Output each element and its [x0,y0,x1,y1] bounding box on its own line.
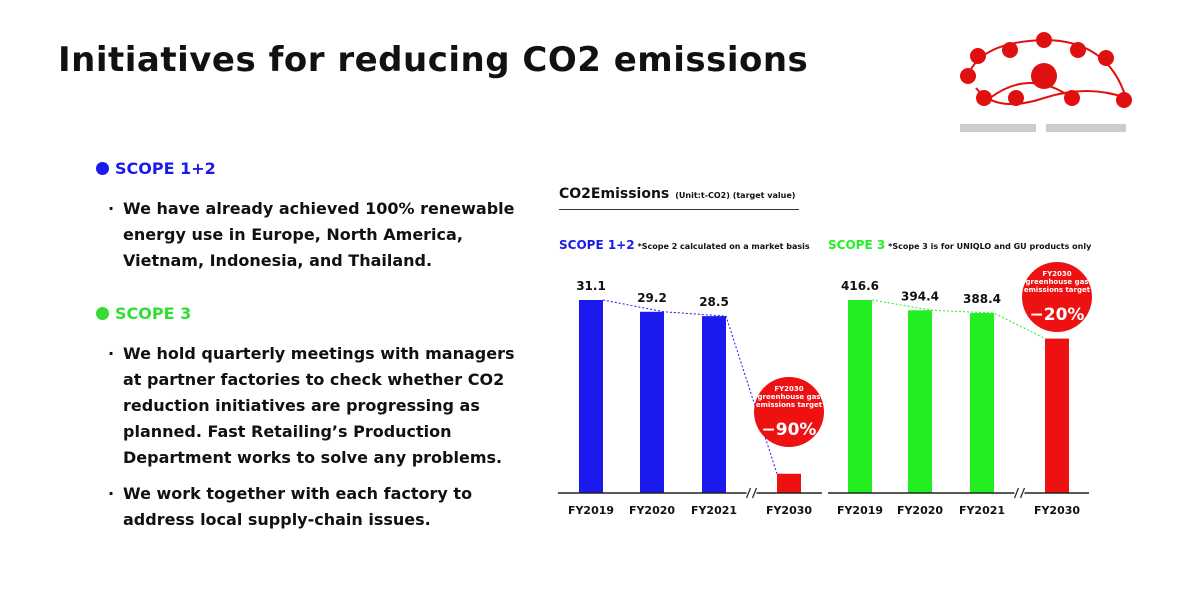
list-item: We hold quarterly meetings with managers… [108,341,533,471]
x-tick-label: FY2030 [1034,504,1080,517]
chart-bar [970,313,994,493]
x-tick-label: FY2030 [766,504,812,517]
scope3-chart-title: SCOPE 3 [828,238,886,252]
target-badge-value: −20% [1030,305,1085,325]
target-badge-caption: FY2030 [1042,270,1071,278]
x-tick-label: FY2021 [959,504,1005,517]
data-label: 31.1 [576,279,606,293]
scope12-bullets: We have already achieved 100% renewable … [108,196,528,284]
data-label: 416.6 [841,279,879,293]
scope3-chart-subtitle: SCOPE 3 *Scope 3 is for UNIQLO and GU pro… [828,238,1091,252]
chart-bar [702,316,726,493]
data-label: 29.2 [637,291,667,305]
target-badge-caption: greenhouse gas [1026,278,1089,286]
green-dot-icon [96,307,109,320]
data-label: 388.4 [963,292,1001,306]
chart-bar [848,300,872,493]
circulation-logo-icon [960,32,1132,132]
axis-break-mark [1019,487,1026,499]
x-tick-label: FY2020 [897,504,943,517]
trend-line [871,299,1046,340]
scope12-heading: SCOPE 1+2 [96,159,216,178]
scope12-chart-subtitle: SCOPE 1+2 *Scope 2 calculated on a market… [559,238,810,252]
scope3-heading: SCOPE 3 [96,304,191,323]
x-tick-label: FY2019 [837,504,883,517]
charts-unit-label: (Unit:t-CO2) (target value) [675,191,796,200]
scope12-chart-title: SCOPE 1+2 [559,238,635,252]
target-badge [1022,262,1092,332]
scope12-heading-label: SCOPE 1+2 [115,159,216,178]
list-item: We have already achieved 100% renewable … [108,196,528,274]
target-badge-caption: FY2030 [774,385,803,393]
target-badge-caption: emissions target [1024,286,1091,294]
target-badge-value: −90% [762,420,817,440]
target-badge-caption: greenhouse gas [758,393,821,401]
chart-bar [640,311,664,493]
x-tick-label: FY2021 [691,504,737,517]
scope12-chart-note: *Scope 2 calculated on a market basis [637,242,810,251]
charts-title-label: CO2Emissions [559,186,670,202]
target-badge-caption: emissions target [756,401,823,409]
charts-title-underline [559,209,799,210]
chart-bar [1045,338,1069,493]
axis-break-gap [746,487,757,499]
axis-break-mark [751,487,758,499]
data-label: 394.4 [901,289,939,303]
scope3-bullets: We hold quarterly meetings with managers… [108,341,533,543]
scope3-heading-label: SCOPE 3 [115,304,192,323]
chart-bar [579,300,603,493]
charts-title: CO2Emissions (Unit:t-CO2) (target value) [559,186,795,202]
trend-line [602,299,778,474]
x-tick-label: FY2020 [629,504,675,517]
data-label: 28.5 [699,295,729,309]
chart-bar [777,473,801,493]
blue-dot-icon [96,162,109,175]
axis-break-mark [1013,487,1020,499]
x-tick-label: FY2019 [568,504,614,517]
scope3-chart-note: *Scope 3 is for UNIQLO and GU products o… [888,242,1092,251]
target-badge [754,377,824,447]
axis-break-gap [1014,487,1025,499]
page-title: Initiatives for reducing CO2 emissions [58,40,809,80]
chart-bar [908,310,932,493]
list-item: We work together with each factory to ad… [108,481,533,533]
axis-break-mark [745,487,752,499]
